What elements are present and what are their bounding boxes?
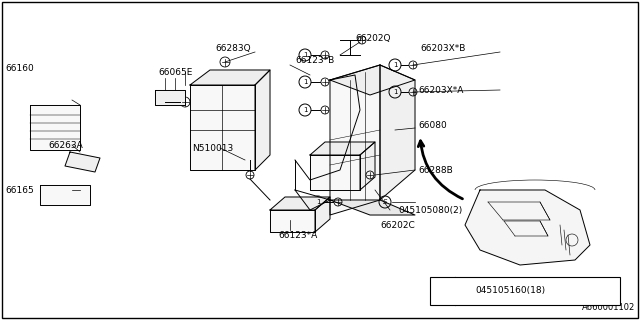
Text: 1: 1 (393, 62, 397, 68)
Text: 66203X*A: 66203X*A (418, 85, 463, 94)
Text: S: S (461, 288, 467, 294)
Polygon shape (310, 155, 360, 190)
Text: 66263A: 66263A (48, 140, 83, 149)
Text: 66202Q: 66202Q (355, 34, 390, 43)
Polygon shape (330, 200, 415, 215)
Text: 1: 1 (303, 107, 307, 113)
Text: 66123*A: 66123*A (278, 230, 317, 239)
Polygon shape (30, 105, 80, 150)
Polygon shape (330, 65, 415, 95)
Text: 66203X*B: 66203X*B (420, 44, 465, 52)
Bar (430, 277, 620, 305)
Polygon shape (255, 70, 270, 170)
Text: 1: 1 (393, 89, 397, 95)
Text: 045105080(2): 045105080(2) (398, 205, 462, 214)
Text: 66288B: 66288B (418, 165, 452, 174)
Text: 66065E: 66065E (158, 68, 193, 76)
Polygon shape (155, 90, 185, 105)
Text: 66165: 66165 (5, 186, 34, 195)
Polygon shape (40, 185, 90, 205)
Text: 66202C: 66202C (380, 220, 415, 229)
Polygon shape (270, 210, 315, 232)
Text: 1: 1 (303, 52, 307, 58)
Text: 1: 1 (316, 199, 320, 205)
Text: 66283Q: 66283Q (215, 44, 251, 52)
Polygon shape (190, 70, 270, 85)
Polygon shape (380, 65, 415, 200)
Text: 1: 1 (303, 79, 307, 85)
Text: 045105160(18): 045105160(18) (475, 286, 545, 295)
Text: N510013: N510013 (192, 143, 233, 153)
Polygon shape (315, 197, 330, 232)
Text: S: S (383, 199, 387, 205)
Text: 66160: 66160 (5, 63, 34, 73)
Polygon shape (330, 65, 380, 215)
Polygon shape (190, 85, 255, 170)
Polygon shape (65, 152, 100, 172)
Text: 1: 1 (441, 288, 445, 294)
Text: 66080: 66080 (418, 121, 447, 130)
Polygon shape (270, 197, 330, 210)
Text: 66123*B: 66123*B (295, 55, 334, 65)
Polygon shape (310, 142, 375, 155)
Polygon shape (360, 142, 375, 190)
Text: A660001102: A660001102 (582, 303, 635, 312)
Polygon shape (465, 190, 590, 265)
